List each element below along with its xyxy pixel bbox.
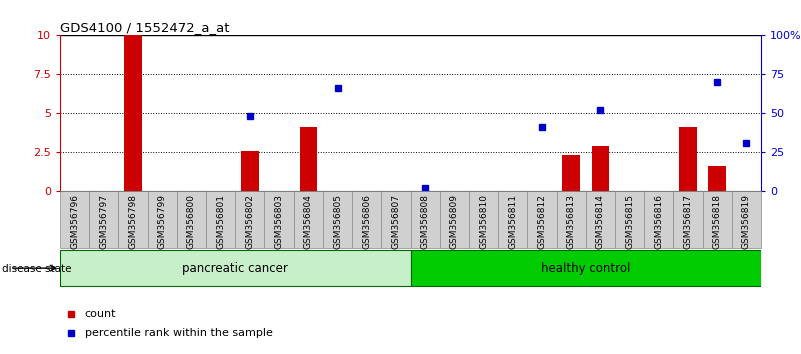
Bar	[674, 191, 702, 248]
Text: healthy control: healthy control	[541, 262, 630, 275]
Bar	[352, 191, 381, 248]
Bar	[586, 191, 615, 248]
Text: GSM356796: GSM356796	[70, 194, 79, 249]
Text: GSM356801: GSM356801	[216, 194, 225, 249]
Bar	[264, 191, 294, 248]
Text: GSM356804: GSM356804	[304, 194, 313, 249]
Text: GSM356819: GSM356819	[742, 194, 751, 249]
Bar	[679, 127, 697, 191]
Text: disease state: disease state	[2, 264, 71, 274]
Text: GSM356816: GSM356816	[654, 194, 663, 249]
Text: GSM356813: GSM356813	[566, 194, 576, 249]
Bar	[410, 191, 440, 248]
Text: GSM356802: GSM356802	[245, 194, 255, 249]
Bar	[60, 250, 410, 286]
Text: GSM356817: GSM356817	[683, 194, 692, 249]
Text: GSM356814: GSM356814	[596, 194, 605, 249]
Text: pancreatic cancer: pancreatic cancer	[183, 262, 288, 275]
Bar	[469, 191, 498, 248]
Bar	[708, 166, 726, 191]
Bar	[498, 191, 527, 248]
Bar	[177, 191, 206, 248]
Text: GSM356806: GSM356806	[362, 194, 371, 249]
Text: GSM356810: GSM356810	[479, 194, 488, 249]
Text: percentile rank within the sample: percentile rank within the sample	[85, 328, 272, 338]
Bar	[89, 191, 119, 248]
Text: GSM356803: GSM356803	[275, 194, 284, 249]
Text: GSM356797: GSM356797	[99, 194, 108, 249]
Bar	[732, 191, 761, 248]
Bar	[294, 191, 323, 248]
Text: GSM356812: GSM356812	[537, 194, 546, 249]
Text: GSM356798: GSM356798	[129, 194, 138, 249]
Text: GSM356815: GSM356815	[625, 194, 634, 249]
Bar	[119, 191, 147, 248]
Bar	[410, 250, 761, 286]
Text: GSM356818: GSM356818	[713, 194, 722, 249]
Text: GSM356800: GSM356800	[187, 194, 196, 249]
Bar	[147, 191, 177, 248]
Bar	[440, 191, 469, 248]
Bar	[235, 191, 264, 248]
Bar	[124, 35, 142, 191]
Bar	[644, 191, 674, 248]
Text: count: count	[85, 309, 116, 319]
Text: GSM356799: GSM356799	[158, 194, 167, 249]
Text: GSM356808: GSM356808	[421, 194, 429, 249]
Bar	[300, 127, 317, 191]
Text: GSM356809: GSM356809	[450, 194, 459, 249]
Bar	[557, 191, 586, 248]
Bar	[241, 151, 259, 191]
Bar	[702, 191, 732, 248]
Bar	[206, 191, 235, 248]
Bar	[381, 191, 410, 248]
Bar	[323, 191, 352, 248]
Bar	[592, 146, 609, 191]
Bar	[615, 191, 644, 248]
Text: GSM356807: GSM356807	[392, 194, 400, 249]
Text: GDS4100 / 1552472_a_at: GDS4100 / 1552472_a_at	[60, 21, 230, 34]
Text: GSM356811: GSM356811	[508, 194, 517, 249]
Bar	[527, 191, 557, 248]
Bar	[60, 191, 89, 248]
Text: GSM356805: GSM356805	[333, 194, 342, 249]
Bar	[562, 155, 580, 191]
